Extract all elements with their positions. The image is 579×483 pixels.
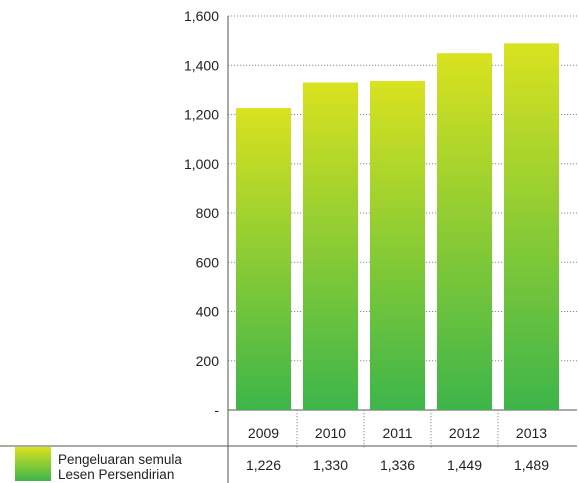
y-tick-label: 1,000 — [184, 156, 219, 172]
table-value-2013: 1,489 — [514, 457, 549, 473]
bar-2012 — [437, 53, 492, 411]
y-tick-label: - — [214, 402, 219, 418]
table-value-2012: 1,449 — [447, 457, 482, 473]
bar-2011 — [370, 81, 425, 410]
x-axis-tick-labels: 2009 2010 2011 2012 2013 — [248, 425, 547, 441]
x-tick-label: 2011 — [382, 425, 412, 441]
x-tick-label: 2013 — [516, 425, 547, 441]
bar-2010 — [303, 82, 358, 411]
series-name-line: Lesen Persendirian — [58, 467, 174, 482]
y-tick-label: 200 — [196, 353, 220, 369]
x-tick-label: 2010 — [315, 425, 346, 441]
legend-swatch — [15, 447, 51, 481]
y-tick-label: 1,400 — [184, 57, 219, 73]
series-name-line: Pengeluaran semula — [58, 452, 182, 467]
y-tick-label: 1,600 — [184, 8, 219, 24]
y-tick-label: 800 — [196, 205, 220, 221]
x-tick-label: 2012 — [449, 425, 480, 441]
table-value-2011: 1,336 — [380, 457, 415, 473]
bar-2013 — [504, 43, 559, 411]
x-tick-label: 2009 — [248, 425, 279, 441]
y-tick-label: 600 — [196, 254, 220, 270]
y-tick-label: 1,200 — [184, 107, 219, 123]
bar-2009 — [236, 108, 291, 410]
y-axis-tick-labels: - 200 400 600 800 1,000 1,200 1,400 1,600 — [184, 8, 219, 418]
data-table: 1,226 1,330 1,336 1,449 1,489 Pengeluaran sem… — [0, 445, 577, 482]
table-value-2010: 1,330 — [313, 457, 348, 473]
bars — [236, 43, 559, 411]
y-tick-label: 400 — [196, 304, 220, 320]
table-value-2009: 1,226 — [246, 457, 281, 473]
